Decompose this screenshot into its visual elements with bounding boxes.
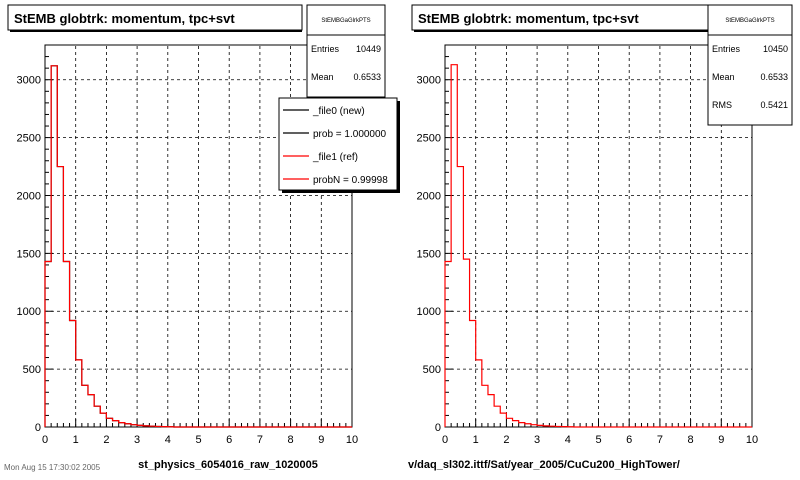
stats-value: 0.6533 xyxy=(760,72,788,82)
title-box-shadow xyxy=(10,30,302,32)
stats-label: Mean xyxy=(311,72,334,82)
x-tick-label: 0 xyxy=(42,434,48,446)
legend-label: prob = 1.000000 xyxy=(313,129,387,140)
title-box-shadow xyxy=(414,30,708,32)
x-tick-label: 9 xyxy=(318,434,324,446)
x-tick-label: 0 xyxy=(442,434,448,446)
y-tick-label: 1500 xyxy=(17,248,41,260)
x-tick-label: 9 xyxy=(718,434,724,446)
x-tick-label: 8 xyxy=(288,434,294,446)
y-tick-label: 1000 xyxy=(17,306,41,318)
stats-value: 0.5421 xyxy=(760,100,788,110)
y-tick-label: 3000 xyxy=(17,75,41,87)
x-tick-label: 4 xyxy=(165,434,171,446)
y-tick-label: 1500 xyxy=(417,248,441,260)
y-tick-label: 500 xyxy=(23,364,41,376)
x-tick-label: 1 xyxy=(73,434,79,446)
legend-box: _file0 (new) prob = 1.000000 _file1 (ref) p… xyxy=(278,97,400,193)
x-tick-label: 5 xyxy=(195,434,201,446)
chart-title: StEMB globtrk: momentum, tpc+svt xyxy=(418,11,639,26)
x-tick-label: 3 xyxy=(134,434,140,446)
stats-title: StEMBGaGlrkPTS xyxy=(321,18,370,24)
title-box xyxy=(411,4,709,31)
x-axis-label: v/daq_sl302.ittf/Sat/year_2005/CuCu200_H… xyxy=(408,459,680,471)
x-tick-label: 7 xyxy=(657,434,663,446)
x-tick-label: 10 xyxy=(346,434,358,446)
y-tick-label: 2500 xyxy=(17,133,41,145)
y-tick-label: 2000 xyxy=(417,190,441,202)
stats-title: StEMBGaGlrkPTS xyxy=(725,18,774,24)
x-axis-label: st_physics_6054016_raw_1020005 xyxy=(138,459,318,471)
y-tick-label: 0 xyxy=(435,422,441,434)
x-tick-label: 6 xyxy=(626,434,632,446)
y-tick-label: 0 xyxy=(35,422,41,434)
stats-label: Mean xyxy=(712,72,735,82)
title-box xyxy=(7,4,303,31)
stats-label: Entries xyxy=(712,44,741,54)
stats-box xyxy=(707,4,793,126)
x-tick-label: 10 xyxy=(746,434,758,446)
x-tick-label: 8 xyxy=(688,434,694,446)
legend-label: _file0 (new) xyxy=(312,106,365,117)
y-tick-label: 2500 xyxy=(417,133,441,145)
x-tick-label: 7 xyxy=(257,434,263,446)
stats-value: 0.6533 xyxy=(353,72,381,82)
chart-pad-1: 0 1 2 3 4 5 6 7 8 9 10 0 500 1000 1500 2000 2500 3000 StEM… xyxy=(4,4,400,472)
histogram-series-1 xyxy=(444,64,752,428)
x-tick-label: 1 xyxy=(473,434,479,446)
x-tick-label: 4 xyxy=(565,434,571,446)
stats-value: 10449 xyxy=(356,44,381,54)
chart-title: StEMB globtrk: momentum, tpc+svt xyxy=(14,11,235,26)
stats-label: RMS xyxy=(712,100,732,110)
histogram-series-2 xyxy=(44,65,352,428)
legend-frame xyxy=(278,97,398,191)
stats-value: 10450 xyxy=(763,44,788,54)
x-tick-label: 2 xyxy=(503,434,509,446)
footer-timestamp: Mon Aug 15 17:30:02 2005 xyxy=(4,463,101,472)
chart-pad-2: 0 1 2 3 4 5 6 7 8 9 10 0 500 1000 1500 2000 2500 3000 StEM… xyxy=(408,4,793,471)
legend-label: probN = 0.99998 xyxy=(313,175,388,186)
legend-label: _file1 (ref) xyxy=(312,152,358,163)
x-tick-label: 5 xyxy=(595,434,601,446)
stats-box xyxy=(306,4,386,98)
y-tick-label: 500 xyxy=(423,364,441,376)
x-tick-label: 3 xyxy=(534,434,540,446)
x-tick-label: 6 xyxy=(226,434,232,446)
stats-label: Entries xyxy=(311,44,340,54)
y-tick-label: 2000 xyxy=(17,190,41,202)
x-tick-label: 2 xyxy=(103,434,109,446)
y-tick-label: 3000 xyxy=(417,75,441,87)
y-tick-label: 1000 xyxy=(417,306,441,318)
